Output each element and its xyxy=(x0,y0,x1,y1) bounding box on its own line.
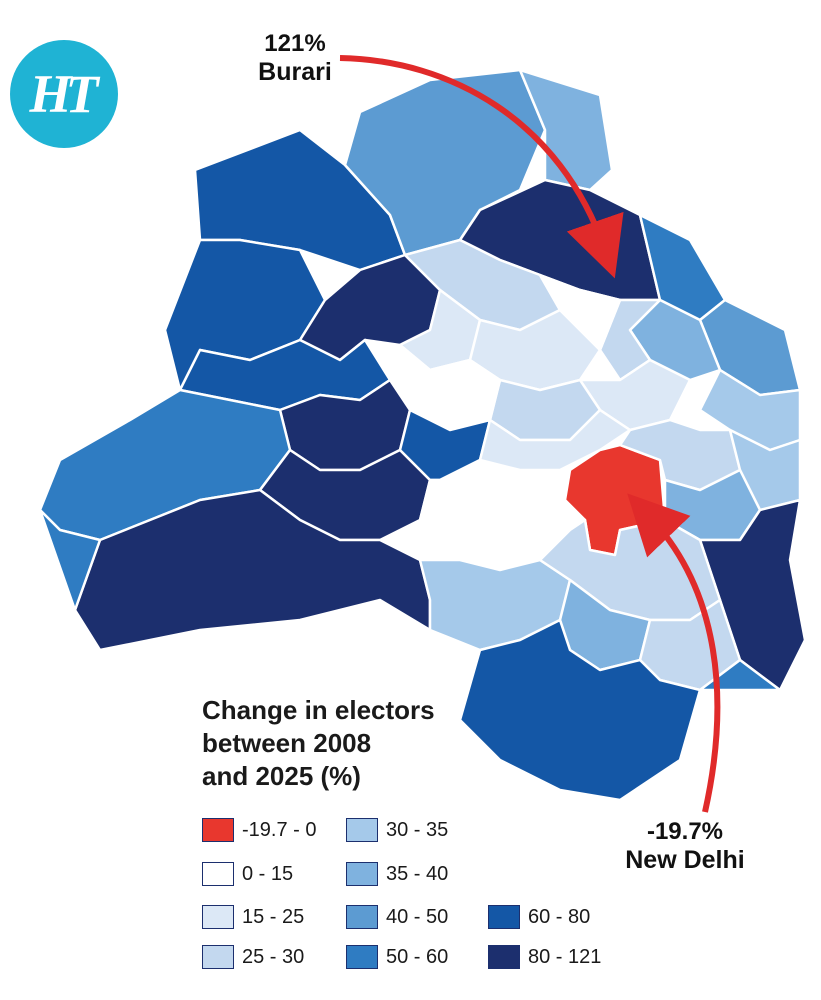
legend-label: 35 - 40 xyxy=(386,862,449,885)
legend-swatch xyxy=(202,862,234,886)
legend-label: 15 - 25 xyxy=(242,905,305,928)
legend-swatch xyxy=(346,862,378,886)
legend-swatch xyxy=(346,905,378,929)
legend-swatch xyxy=(202,818,234,842)
legend-swatch xyxy=(346,818,378,842)
legend-swatch xyxy=(488,905,520,929)
ht-logo: HT xyxy=(10,40,118,148)
region-n-1 xyxy=(343,68,547,257)
ht-logo-text: HT xyxy=(29,64,99,124)
legend-item: 0 - 15 xyxy=(202,862,293,886)
burari-arrow xyxy=(339,55,624,279)
region-c-4 xyxy=(538,273,622,352)
legend-swatch xyxy=(202,945,234,969)
legend-label: 80 - 121 xyxy=(528,945,602,968)
callout-new-delhi: -19.7% New Delhi xyxy=(600,818,770,874)
legend-label: 0 - 15 xyxy=(242,862,294,885)
legend-label: 40 - 50 xyxy=(386,905,449,928)
legend-label: 60 - 80 xyxy=(528,905,591,928)
legend-item: 35 - 40 xyxy=(346,862,448,886)
callout-burari-pct: 121% xyxy=(264,30,326,57)
legend-item: 50 - 60 xyxy=(346,945,448,969)
region-sw-2 xyxy=(38,508,102,612)
legend-item: 25 - 30 xyxy=(202,945,304,969)
callout-new-delhi-pct: -19.7% xyxy=(646,818,724,845)
legend-label: 30 - 35 xyxy=(386,818,449,841)
region-s-5 xyxy=(458,618,702,802)
legend-item: 40 - 50 xyxy=(346,905,448,929)
legend-label: -19.7 - 0 xyxy=(242,818,317,841)
legend-title-line-2: between 2008 xyxy=(202,728,372,759)
legend-label: 25 - 30 xyxy=(242,945,305,968)
region-cs-2 xyxy=(478,408,632,472)
legend-item: -19.7 - 0 xyxy=(202,818,316,842)
legend-swatch xyxy=(488,945,520,969)
legend-item: 15 - 25 xyxy=(202,905,304,929)
legend-title-line-1: Change in electors xyxy=(202,695,435,725)
legend-swatch xyxy=(202,905,234,929)
callout-burari-place: Burari xyxy=(258,57,332,86)
legend-label: 50 - 60 xyxy=(386,945,449,968)
callout-burari: 121% Burari xyxy=(240,30,350,86)
legend-swatch xyxy=(346,945,378,969)
legend-item: 60 - 80 xyxy=(488,905,590,929)
legend-item: 80 - 121 xyxy=(488,945,601,969)
legend-title: Change in electors between 2008 and 2025… xyxy=(202,694,502,793)
legend-item: 30 - 35 xyxy=(346,818,448,842)
legend-title-line-3: and 2025 (%) xyxy=(202,761,361,792)
new-delhi-arrow xyxy=(627,493,721,813)
callout-new-delhi-place: New Delhi xyxy=(625,845,745,874)
